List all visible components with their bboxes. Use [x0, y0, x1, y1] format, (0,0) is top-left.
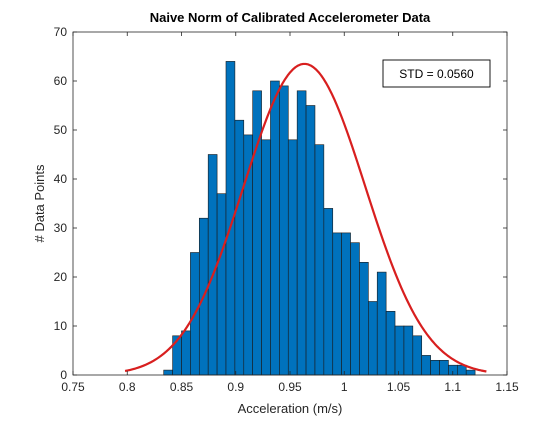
histogram-bar [163, 369, 173, 376]
x-tick-label: 0.75 [61, 380, 85, 394]
histogram-bar [350, 242, 360, 376]
histogram-bar [368, 301, 378, 376]
histogram-bar [439, 359, 449, 376]
x-axis-label: Acceleration (m/s) [238, 401, 343, 416]
std-annotation-box [382, 59, 491, 88]
histogram-bar [287, 139, 298, 376]
y-tick-label: 70 [54, 25, 68, 39]
histogram-bar [270, 80, 280, 376]
histogram-bar [261, 139, 271, 376]
histogram-bar [181, 330, 191, 376]
histogram-bar [332, 232, 342, 376]
std-annotation: STD = 0.0560 [382, 59, 491, 88]
y-tick-label: 20 [54, 270, 68, 284]
histogram-bar [234, 119, 245, 376]
std-annotation-text: STD = 0.0560 [399, 67, 474, 81]
histogram-bar [314, 144, 325, 376]
y-tick-label: 40 [54, 172, 68, 186]
histogram-bar [359, 261, 369, 376]
x-axis-ticks: 0.75 0.8 0.85 0.9 0.95 1 1.05 1.1 1.15 [61, 32, 519, 394]
histogram-bar [216, 193, 227, 376]
y-tick-label: 30 [54, 221, 68, 235]
x-tick-label: 0.9 [227, 380, 244, 394]
histogram-bar [279, 85, 289, 376]
y-axis-ticks: 0 10 20 30 40 50 60 70 [54, 25, 507, 382]
histogram-bar [323, 208, 334, 376]
histogram-bar [341, 232, 351, 376]
chart-title: Naive Norm of Calibrated Accelerometer D… [150, 10, 431, 25]
histogram-bar [296, 90, 307, 376]
x-tick-label: 1 [341, 380, 348, 394]
x-tick-label: 0.8 [119, 380, 136, 394]
x-tick-label: 0.85 [170, 380, 194, 394]
histogram-bar [376, 271, 387, 376]
y-tick-label: 60 [54, 74, 68, 88]
histogram-bar [403, 325, 414, 376]
x-tick-label: 1.1 [444, 380, 461, 394]
y-tick-label: 50 [54, 123, 68, 137]
y-tick-label: 0 [60, 368, 67, 382]
normal-fit-curve [124, 62, 487, 373]
histogram-bar [394, 325, 405, 376]
histogram-bar [430, 359, 440, 376]
x-tick-label: 1.05 [387, 380, 411, 394]
histogram-bar [385, 310, 396, 376]
histogram-bar [305, 105, 316, 376]
histogram-bar [412, 335, 423, 376]
y-tick-label: 10 [54, 319, 68, 333]
x-tick-label: 0.95 [278, 380, 302, 394]
histogram-bar [465, 369, 476, 376]
histogram-bar [457, 364, 467, 376]
histogram-bar [421, 355, 431, 376]
x-tick-label: 1.15 [495, 380, 519, 394]
y-axis-label: # Data Points [32, 164, 47, 243]
